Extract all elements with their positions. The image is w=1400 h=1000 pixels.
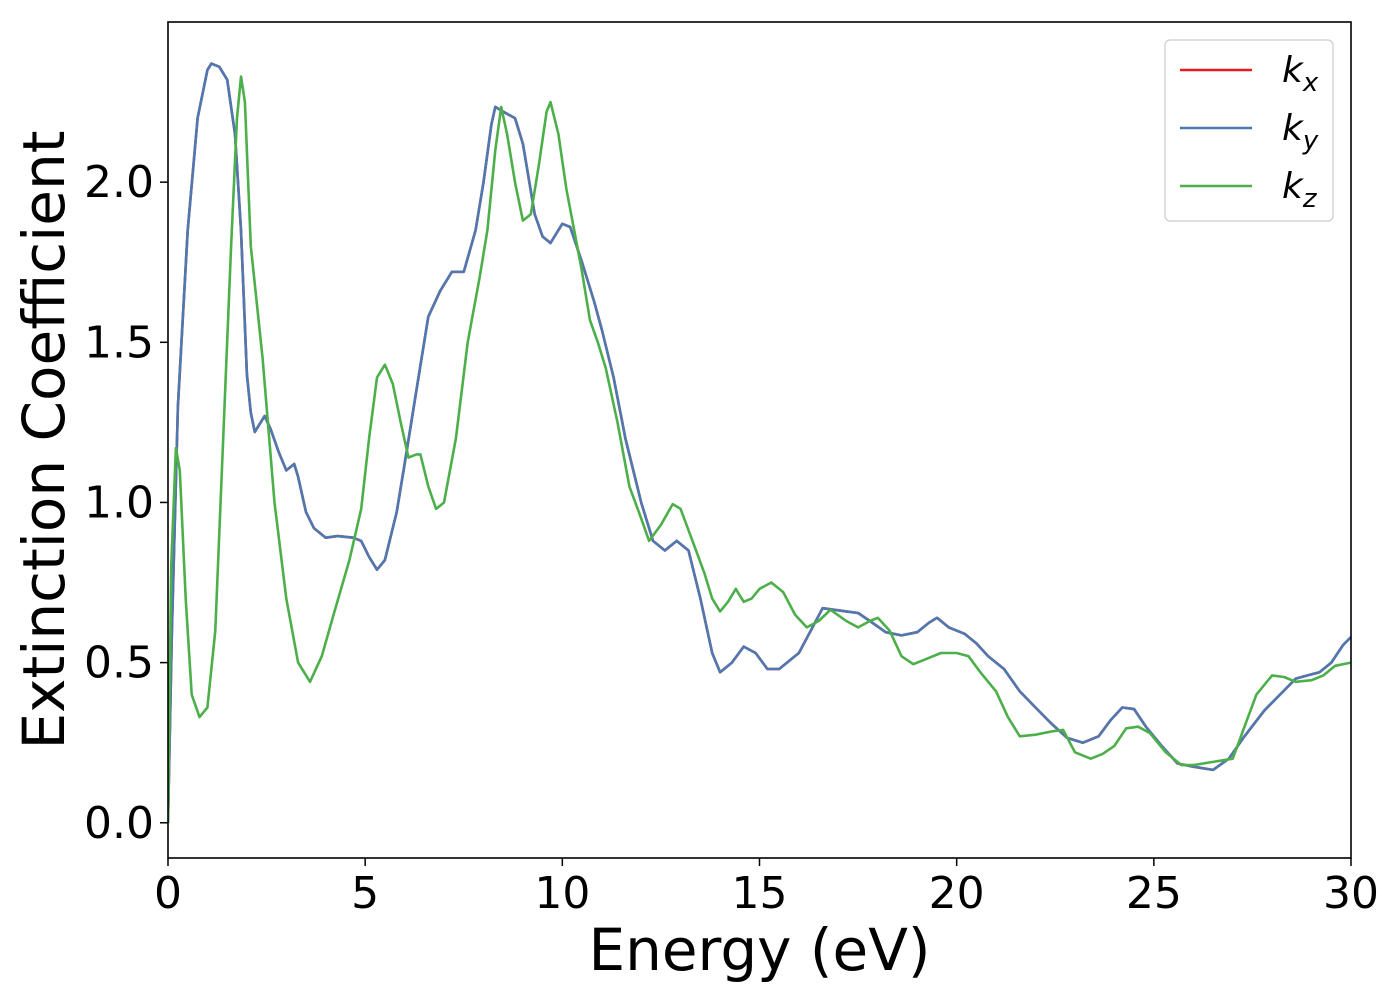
series-line-ky bbox=[168, 62, 1351, 823]
x-tick-label: 30 bbox=[1323, 868, 1379, 919]
y-tick-label: 1.0 bbox=[84, 477, 154, 528]
x-tick-label: 0 bbox=[154, 868, 182, 919]
legend-label-ky: ky bbox=[1282, 108, 1319, 156]
x-tick-label: 25 bbox=[1126, 868, 1182, 919]
y-tick-label: 0.0 bbox=[84, 798, 154, 849]
y-tick-label: 1.5 bbox=[84, 317, 154, 368]
legend-box bbox=[1164, 39, 1334, 222]
y-tick-label: 2.0 bbox=[84, 157, 154, 208]
legend-label-kx: kx bbox=[1282, 50, 1319, 98]
series-line-kz bbox=[168, 75, 1351, 823]
x-tick-label: 20 bbox=[929, 868, 985, 919]
x-tick-label: 5 bbox=[351, 868, 379, 919]
x-tick-label: 15 bbox=[732, 868, 788, 919]
x-axis-title: Energy (eV) bbox=[588, 916, 930, 984]
x-axis-ticks: 0 5 10 15 20 25 30 bbox=[154, 858, 1379, 919]
y-axis-title: Extinction Coefficient bbox=[10, 131, 78, 750]
y-axis-ticks: 0.0 0.5 1.0 1.5 2.0 bbox=[84, 157, 168, 849]
series-layer bbox=[168, 62, 1351, 823]
y-tick-label: 0.5 bbox=[84, 638, 154, 689]
x-tick-label: 10 bbox=[534, 868, 590, 919]
